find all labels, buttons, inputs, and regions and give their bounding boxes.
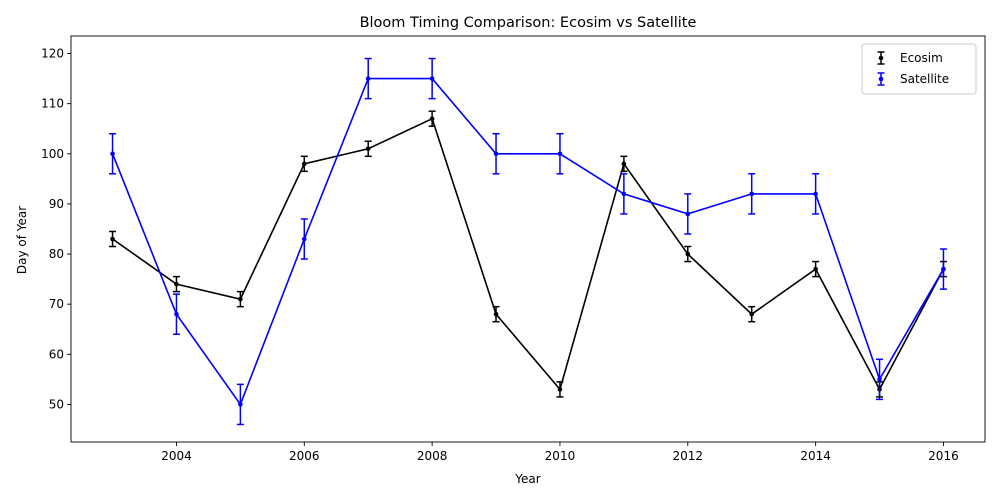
satellite-data-point <box>557 151 563 157</box>
y-tick-label: 120 <box>41 47 64 61</box>
y-tick-label: 70 <box>49 297 64 311</box>
satellite-data-point <box>174 311 179 317</box>
axes-frame <box>70 35 986 443</box>
x-tick-label: 2016 <box>928 449 959 463</box>
x-axis-label: Year <box>514 472 540 486</box>
y-tick-label: 100 <box>41 147 64 161</box>
legend-ecosim-label: Ecosim <box>900 51 943 65</box>
legend-satellite-label: Satellite <box>900 72 949 86</box>
satellite-data-point <box>493 151 499 157</box>
legend-box <box>861 43 977 95</box>
ecosim-data-point <box>365 146 371 152</box>
satellite-series-line <box>111 77 945 407</box>
y-axis-label: Day of Year <box>15 206 29 274</box>
x-tick-label: 2010 <box>545 449 576 463</box>
ecosim-data-point <box>621 161 627 167</box>
ecosim-data-point <box>110 236 115 242</box>
legend: Ecosim Satellite <box>861 43 977 95</box>
ecosim-data-point <box>493 311 499 317</box>
ecosim-data-point <box>238 296 243 302</box>
satellite-data-point <box>110 151 115 157</box>
y-tick-label: 50 <box>49 397 64 411</box>
y-tick-label: 90 <box>49 197 64 211</box>
satellite-data-point <box>365 76 371 81</box>
satellite-data-point <box>238 402 243 407</box>
ecosim-data-point <box>749 311 755 317</box>
x-tick-label: 2004 <box>161 449 192 463</box>
satellite-data-point <box>877 377 882 382</box>
ecosim-series-line <box>112 117 945 392</box>
legend-ecosim-marker <box>878 55 884 61</box>
x-tick-label: 2012 <box>673 449 704 463</box>
x-tick-label: 2006 <box>289 449 320 463</box>
satellite-data-point <box>429 76 435 81</box>
ecosim-data-point <box>557 387 563 392</box>
ecosim-data-point <box>301 161 307 167</box>
y-tick-label: 60 <box>49 347 64 361</box>
ecosim-data-point <box>685 251 691 257</box>
x-tick-label: 2014 <box>800 449 831 463</box>
satellite-data-point <box>621 191 627 197</box>
satellite-data-point <box>813 191 818 197</box>
ecosim-data-point <box>174 281 179 287</box>
y-tick-label: 80 <box>49 247 64 261</box>
ecosim-data-point <box>429 116 435 122</box>
x-tick-label: 2008 <box>417 449 448 463</box>
y-tick-label: 110 <box>41 97 64 111</box>
ecosim-data-point <box>813 266 818 272</box>
satellite-data-point <box>685 211 691 217</box>
chart-title: Bloom Timing Comparison: Ecosim vs Satel… <box>360 15 697 31</box>
plot-area: 2004 2006 2008 2010 2012 2014 2016 50 60 70 80 90 10… <box>41 35 986 463</box>
satellite-data-point <box>301 236 307 242</box>
legend-satellite-marker <box>878 76 884 82</box>
satellite-data-point <box>941 266 946 272</box>
satellite-data-point <box>749 191 755 197</box>
